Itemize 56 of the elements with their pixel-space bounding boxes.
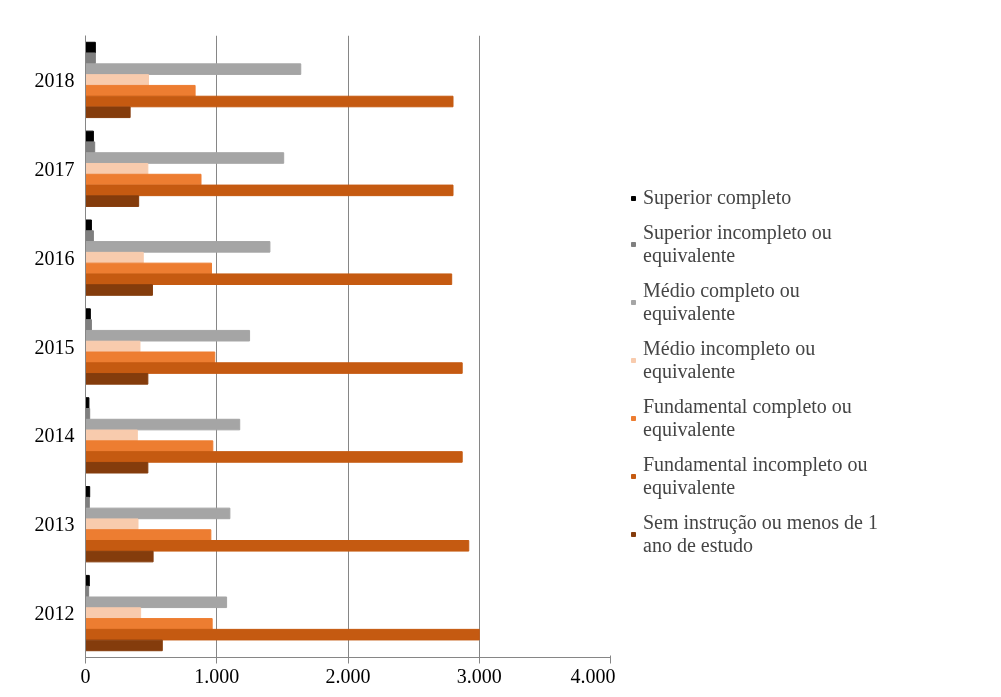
bar [85,351,216,364]
y-tick-label: 2014 [34,424,75,447]
bar [85,397,90,409]
bar [85,550,154,563]
bar [85,329,251,342]
x-tick-label: 1.000 [194,664,240,687]
bar [85,529,212,541]
bar [85,163,149,175]
bar [85,362,463,374]
legend-label: Médio incompleto ou equivalente [643,337,816,383]
y-tick-label: 2017 [34,157,75,180]
bar [85,373,149,385]
bar [85,639,163,652]
bar [85,461,149,474]
bar [85,284,153,296]
bar [85,152,285,164]
x-tick-label: 3.000 [456,664,502,687]
legend-label: Superior completo [643,186,792,209]
bar [85,241,271,253]
legend-label: Fundamental completo ou equivalente [643,395,852,441]
y-tick-label: 2016 [34,246,75,269]
y-tick-label: 2012 [34,602,75,625]
bar [85,507,231,520]
bar [85,130,94,143]
bar [85,106,131,119]
bar [85,74,149,86]
bar [85,262,212,275]
bar [85,84,196,97]
legend-label: Médio completo ou equivalente [643,279,800,325]
bar [85,628,480,641]
x-tick-label: 2.000 [325,664,371,687]
bar [85,195,140,207]
legend-label: Fundamental incompleto ou equivalente [643,453,868,499]
y-tick-label: 2015 [34,335,75,358]
y-tick-label: 2013 [34,513,75,536]
bar [85,429,138,442]
bar [85,95,454,108]
legend-label: Sem instrução ou menos de 1 ano de estudo [643,511,878,557]
bar [85,607,142,619]
bar [85,63,302,75]
bar [85,618,213,630]
bar [85,184,454,197]
x-tick-label: 0 [80,664,91,687]
bar [85,518,139,530]
bar [85,540,470,552]
bar [85,273,453,286]
bar [85,440,214,452]
bar [85,308,91,320]
bar [85,596,228,609]
bar [85,451,463,463]
y-tick-label: 2018 [34,68,75,91]
bar [85,418,241,431]
bar [85,219,92,232]
bar [85,574,90,587]
legend-label: Superior incompleto ou equivalente [643,221,832,267]
x-tick-label: 4.000 [570,664,616,687]
